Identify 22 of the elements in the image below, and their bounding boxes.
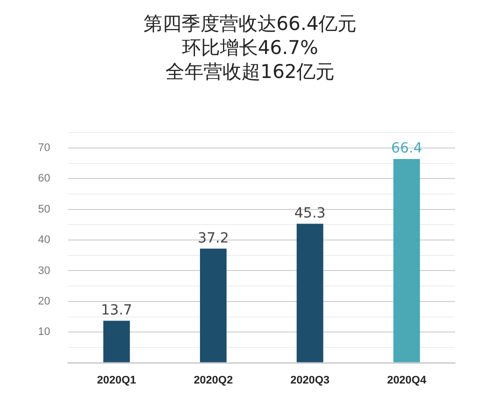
bar bbox=[200, 248, 227, 362]
y-tick-label: 50 bbox=[38, 203, 50, 216]
text: 全年营收超162亿元 bbox=[164, 60, 336, 84]
x-tick-label: 2020Q2 bbox=[194, 374, 233, 386]
y-tick-label: 20 bbox=[38, 295, 50, 308]
chart-title: 第四季度营收达66.4亿元 bbox=[142, 12, 358, 36]
bar bbox=[103, 320, 130, 362]
data-label: 66.4 bbox=[391, 140, 422, 157]
chart-subtitle: 环比增长46.7% bbox=[180, 36, 320, 60]
data-label: 13.7 bbox=[100, 302, 132, 318]
y-tick-label: 70 bbox=[38, 142, 50, 154]
y-tick-label: 40 bbox=[38, 234, 50, 246]
x-tick-label: 2020Q4 bbox=[387, 374, 428, 386]
y-tick-label: 30 bbox=[38, 264, 50, 277]
y-tick-label: 10 bbox=[38, 326, 50, 338]
bar bbox=[296, 224, 324, 362]
x-tick-label: 2020Q1 bbox=[97, 374, 136, 386]
bar bbox=[393, 158, 420, 362]
x-tick-label: 2020Q3 bbox=[290, 374, 330, 386]
data-label: 37.2 bbox=[198, 230, 229, 246]
data-label: 45.3 bbox=[294, 205, 326, 222]
y-tick-label: 60 bbox=[38, 172, 50, 185]
